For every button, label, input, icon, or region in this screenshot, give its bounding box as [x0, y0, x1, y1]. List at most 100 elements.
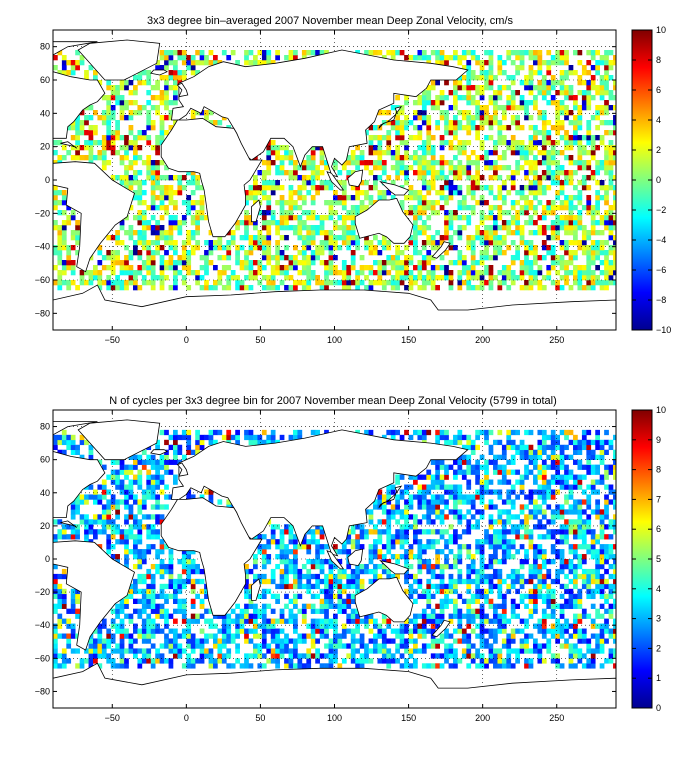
data-bin — [604, 275, 609, 281]
data-bin — [421, 623, 427, 629]
data-bin — [124, 529, 129, 535]
data-bin — [337, 270, 343, 276]
data-bin — [559, 105, 565, 111]
data-bin — [168, 190, 174, 196]
data-bin — [386, 110, 392, 116]
data-bin — [84, 494, 89, 500]
data-bin — [453, 494, 458, 500]
data-bin — [484, 618, 489, 624]
data-bin — [470, 464, 476, 470]
data-bin — [328, 623, 334, 629]
data-bin — [417, 195, 423, 201]
data-bin — [124, 554, 129, 560]
data-bin — [404, 524, 409, 530]
data-bin — [133, 250, 138, 256]
data-bin — [408, 190, 414, 196]
data-bin — [66, 658, 72, 664]
data-bin — [439, 573, 445, 580]
data-bin — [288, 260, 294, 266]
data-bin — [484, 105, 489, 111]
data-bin — [484, 75, 489, 81]
data-bin — [159, 140, 165, 146]
data-bin — [413, 205, 418, 211]
data-bin — [279, 653, 285, 659]
data-bin — [470, 578, 476, 585]
data-bin — [301, 240, 307, 246]
data-bin — [488, 185, 494, 191]
data-bin — [426, 618, 432, 624]
data-bin — [457, 454, 463, 460]
data-bin — [288, 434, 294, 441]
data-bin — [141, 628, 147, 634]
data-bin — [613, 240, 616, 246]
data-bin — [577, 145, 583, 151]
data-bin — [461, 170, 467, 176]
data-bin — [355, 275, 360, 281]
data-bin — [155, 608, 160, 614]
data-bin — [150, 280, 156, 286]
data-bin — [381, 190, 387, 196]
data-bin — [186, 180, 192, 186]
data-bin — [488, 633, 494, 639]
data-bin — [421, 643, 427, 649]
data-bin — [457, 200, 463, 206]
data-bin — [115, 623, 120, 629]
data-bin — [110, 519, 116, 525]
data-bin — [159, 160, 165, 166]
data-bin — [461, 529, 467, 535]
data-bin — [257, 633, 263, 639]
data-bin — [395, 265, 400, 271]
data-bin — [475, 100, 480, 106]
data-bin — [430, 165, 436, 171]
data-bin — [137, 648, 143, 654]
data-bin — [93, 140, 98, 146]
data-bin — [315, 648, 320, 654]
data-bin — [315, 215, 320, 221]
data-bin — [146, 170, 152, 176]
data-bin — [381, 170, 387, 176]
data-bin — [301, 653, 307, 659]
data-bin — [453, 608, 458, 614]
data-bin — [555, 100, 560, 106]
data-bin — [164, 260, 169, 266]
data-bin — [195, 613, 200, 619]
data-bin — [404, 519, 409, 525]
data-bin — [301, 280, 307, 286]
data-bin — [57, 200, 63, 206]
data-bin — [297, 663, 303, 669]
data-bin — [590, 250, 596, 256]
data-bin — [421, 549, 427, 555]
data-bin — [306, 549, 312, 555]
data-bin — [461, 215, 467, 221]
data-bin — [164, 598, 169, 604]
data-bin — [559, 180, 565, 186]
data-bin — [541, 95, 547, 101]
data-bin — [586, 80, 592, 86]
colorbar-tick-label: 10 — [656, 25, 666, 35]
data-bin — [488, 205, 494, 211]
data-bin — [101, 265, 107, 271]
data-bin — [466, 70, 472, 76]
data-bin — [239, 608, 245, 614]
data-bin — [244, 235, 249, 241]
data-bin — [497, 190, 503, 196]
data-bin — [368, 140, 374, 146]
data-bin — [84, 145, 89, 151]
data-bin — [453, 534, 458, 540]
data-bin — [110, 265, 116, 271]
data-bin — [155, 439, 160, 446]
data-bin — [541, 155, 547, 161]
data-bin — [559, 125, 565, 131]
data-bin — [110, 633, 116, 639]
data-bin — [124, 185, 129, 191]
data-bin — [604, 190, 609, 196]
data-bin — [195, 50, 200, 56]
data-bin — [221, 245, 227, 251]
data-bin — [119, 145, 125, 151]
data-bin — [613, 190, 616, 196]
data-bin — [506, 175, 512, 181]
data-bin — [253, 235, 258, 241]
data-bin — [355, 195, 360, 201]
data-bin — [106, 145, 112, 151]
data-bin — [150, 633, 156, 639]
